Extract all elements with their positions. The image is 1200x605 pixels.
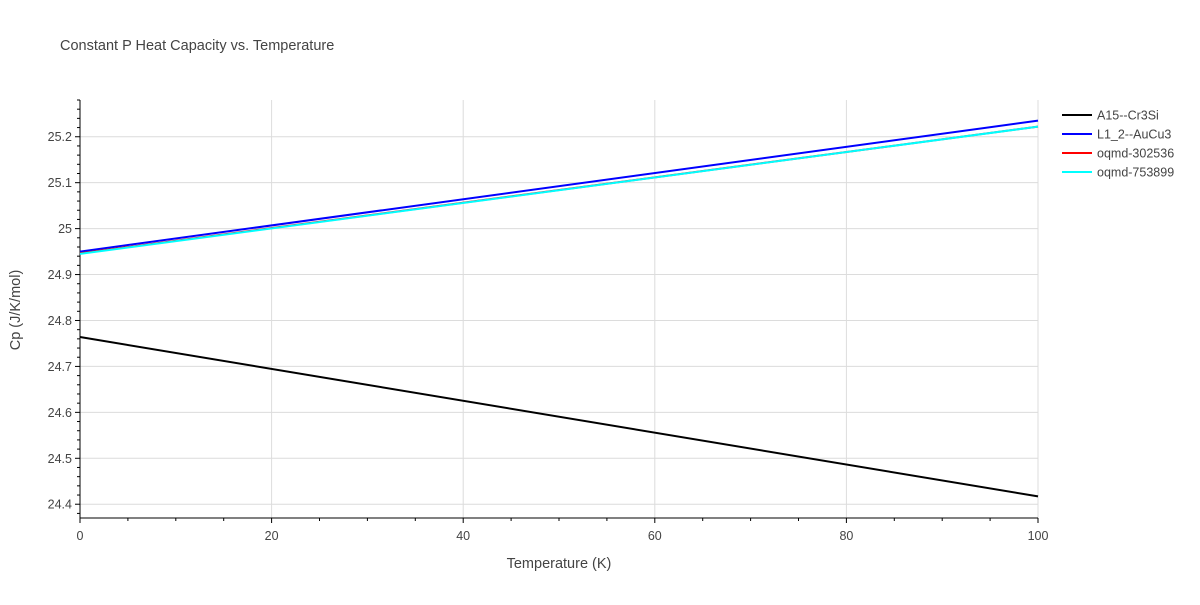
- x-tick-label: 100: [1028, 529, 1049, 543]
- axes: 0 20 40 60 80 100 24.4 24.5 24.6 24.7 24.8 24.9 25 25…: [48, 99, 1049, 543]
- series-line: [79, 336, 1039, 498]
- legend-label: A15--Cr3Si: [1097, 109, 1159, 123]
- legend-label: L1_2--AuCu3: [1097, 128, 1171, 142]
- y-tick-label: 24.5: [48, 452, 72, 466]
- y-tick-label: 24.7: [48, 360, 72, 374]
- x-tick-label: 40: [456, 529, 470, 543]
- legend-label: oqmd-302536: [1097, 147, 1174, 161]
- grid: [80, 100, 1039, 518]
- series-line: [79, 119, 1039, 253]
- y-tick-label: 25: [58, 222, 72, 236]
- y-tick-label: 25.2: [48, 130, 72, 144]
- y-axis-title: Cp (J/K/mol): [8, 270, 24, 351]
- chart-title: Constant P Heat Capacity vs. Temperature: [60, 38, 334, 54]
- series-lines: [79, 119, 1039, 498]
- y-tick-label: 24.6: [48, 406, 72, 420]
- series-line: [79, 125, 1039, 255]
- y-tick-label: 24.9: [48, 268, 72, 282]
- y-tick-label: 25.1: [48, 176, 72, 190]
- y-tick-label: 24.4: [48, 498, 72, 512]
- legend-label: oqmd-753899: [1097, 166, 1174, 180]
- x-tick-label: 60: [648, 529, 662, 543]
- x-axis-title: Temperature (K): [507, 556, 612, 572]
- x-tick-label: 80: [839, 529, 853, 543]
- x-tick-label: 0: [77, 529, 84, 543]
- y-tick-label: 24.8: [48, 314, 72, 328]
- x-tick-label: 20: [265, 529, 279, 543]
- legend: A15--Cr3Si L1_2--AuCu3 oqmd-302536 oqmd-753…: [1062, 109, 1174, 180]
